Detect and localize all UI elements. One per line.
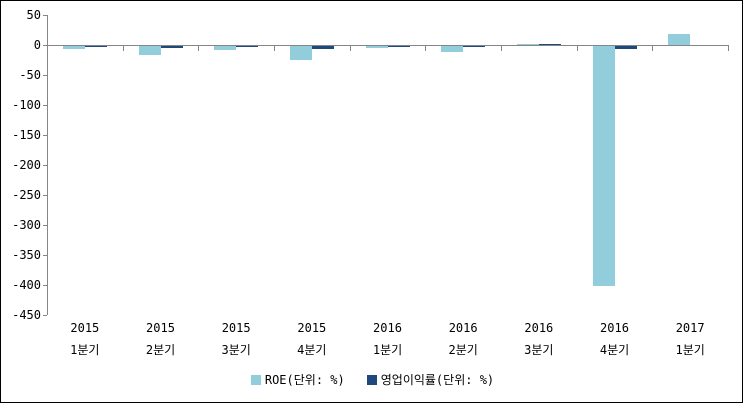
y-tick-label: -100	[12, 98, 41, 112]
y-tick-label: 50	[26, 8, 41, 22]
bar-roe-2015-3분기	[214, 46, 237, 50]
y-tick-label: -300	[12, 218, 41, 232]
legend: ROE(단위: %) 영업이익률(단위: %)	[1, 371, 742, 388]
legend-label: 영업이익률(단위: %)	[380, 373, 495, 387]
x-axis-label: 2016 2분기	[448, 321, 478, 357]
bar-op-margin-2016-2분기	[463, 46, 486, 47]
y-tick-label: -200	[12, 158, 41, 172]
x-axis-tick	[349, 45, 351, 51]
bar-op-margin-2016-3분기	[538, 44, 561, 45]
y-axis-tick	[43, 225, 47, 226]
y-axis-tick	[43, 75, 47, 76]
bar-op-margin-2015-2분기	[160, 46, 183, 49]
x-axis-tick	[198, 45, 200, 51]
x-axis-tick	[652, 45, 654, 51]
bar-op-margin-2015-4분기	[311, 46, 334, 49]
x-axis-tick	[576, 45, 578, 51]
bar-roe-2016-2분기	[441, 46, 464, 52]
bar-roe-2017-1분기	[668, 34, 691, 45]
y-tick-label: -50	[19, 68, 41, 82]
legend-item: ROE(단위: %)	[250, 371, 345, 388]
x-axis-label: 2015 1분기	[70, 321, 100, 357]
y-tick-label: 0	[33, 38, 41, 52]
y-tick-label: -350	[12, 248, 41, 262]
bar-op-margin-2016-1분기	[387, 46, 410, 47]
x-axis-line	[47, 45, 728, 46]
bar-op-margin-2015-3분기	[236, 46, 259, 48]
bar-roe-2015-2분기	[138, 46, 161, 55]
bar-roe-2015-4분기	[289, 46, 312, 61]
bar-roe-2016-3분기	[516, 43, 539, 45]
bar-op-margin-2016-4분기	[614, 46, 637, 49]
y-tick-label: -250	[12, 188, 41, 202]
x-axis-tick	[501, 45, 502, 51]
y-axis-tick	[43, 165, 47, 166]
x-axis-label: 2015 4분기	[297, 321, 327, 357]
legend-swatch-icon	[250, 374, 261, 385]
y-axis-tick	[43, 285, 47, 286]
legend-item: 영업이익률(단위: %)	[366, 371, 495, 388]
y-tick-label: -400	[12, 278, 41, 292]
y-axis-tick	[43, 15, 47, 16]
bar-roe-2016-4분기	[592, 46, 615, 286]
y-axis-line	[47, 15, 48, 315]
x-axis-tick	[425, 45, 427, 51]
bar-roe-2016-1분기	[365, 46, 388, 48]
x-axis-label: 2017 1분기	[675, 321, 705, 357]
x-axis-label: 2016 1분기	[372, 321, 403, 357]
x-axis-tick	[728, 45, 729, 51]
x-axis-label: 2016 3분기	[524, 321, 554, 357]
y-axis-tick	[43, 135, 47, 136]
y-axis-tick	[43, 195, 47, 196]
x-axis-label: 2015 3분기	[221, 321, 251, 357]
x-axis-label: 2015 2분기	[145, 321, 176, 357]
legend-swatch-icon	[366, 374, 377, 385]
x-axis-label: 2016 4분기	[599, 321, 630, 357]
y-tick-label: -450	[12, 308, 41, 322]
y-axis-tick	[43, 255, 47, 256]
legend-label: ROE(단위: %)	[264, 373, 345, 387]
x-axis-tick	[122, 45, 124, 51]
y-tick-label: -150	[12, 128, 41, 142]
y-axis-tick	[43, 315, 47, 316]
y-axis-tick	[43, 105, 47, 106]
y-axis-tick	[43, 45, 47, 46]
x-axis-tick	[274, 45, 275, 51]
bar-roe-2015-1분기	[62, 46, 85, 49]
bar-op-margin-2015-1분기	[84, 46, 107, 48]
